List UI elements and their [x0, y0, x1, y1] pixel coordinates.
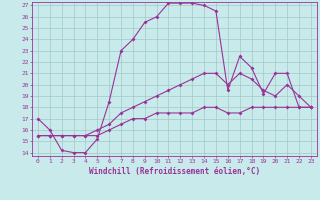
X-axis label: Windchill (Refroidissement éolien,°C): Windchill (Refroidissement éolien,°C) [89, 167, 260, 176]
